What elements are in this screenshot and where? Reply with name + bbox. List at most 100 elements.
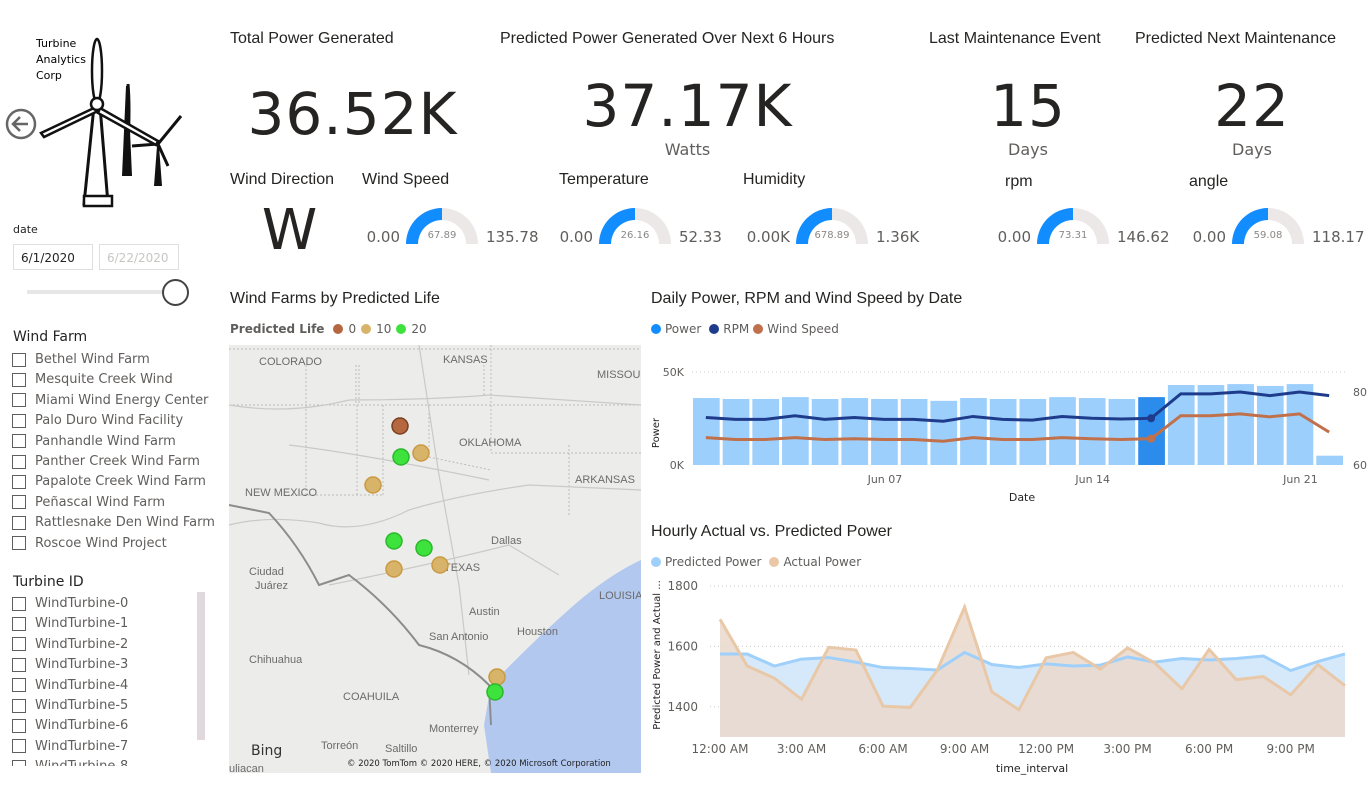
y-axis-title: Power: [651, 417, 662, 448]
wind-farm-marker[interactable]: [391, 417, 409, 435]
wind-farm-item[interactable]: Panther Creek Wind Farm: [12, 454, 200, 469]
arrow-left-circle-icon: [5, 108, 37, 140]
logo-line2: Analytics: [36, 53, 86, 66]
wind-farm-marker[interactable]: [486, 683, 504, 701]
turbine-item[interactable]: WindTurbine-1: [12, 616, 128, 631]
legend-power: Power: [665, 322, 702, 336]
back-button[interactable]: [5, 108, 37, 140]
wind-farm-marker[interactable]: [415, 539, 433, 557]
checkbox[interactable]: [12, 596, 26, 611]
date-start-input[interactable]: 6/1/2020: [13, 244, 93, 270]
turbine-item[interactable]: WindTurbine-7: [12, 739, 128, 754]
power-bar[interactable]: [811, 398, 839, 465]
turbine-slicer-title: Turbine ID: [13, 574, 84, 590]
date-slicer-label: date: [13, 223, 38, 236]
map-label-juarez: Juárez: [255, 580, 288, 592]
wind-farm-item[interactable]: Bethel Wind Farm: [12, 352, 150, 367]
wind-farm-marker[interactable]: [385, 560, 403, 578]
power-bar[interactable]: [1019, 398, 1047, 465]
turbine-item[interactable]: WindTurbine-6: [12, 718, 128, 733]
hourly-power-chart[interactable]: 1400 1600 1800 12:00 AM 3:00 AM 6:00 AM 9:00 A…: [640, 572, 1372, 782]
power-bar[interactable]: [900, 398, 928, 465]
wind-farm-map[interactable]: COLORADO KANSAS MISSOU OKLAHOMA NEW MEXICO AR…: [229, 345, 641, 773]
turbine-item[interactable]: WindTurbine-2: [12, 637, 128, 652]
power-bar[interactable]: [722, 398, 750, 465]
power-bar[interactable]: [871, 398, 898, 465]
daily-power-chart[interactable]: 0K 50K 60 80 Jun 07 Jun 14 Jun 21 Date Power: [640, 355, 1372, 510]
power-bar[interactable]: [1049, 397, 1076, 465]
checkbox[interactable]: [12, 515, 26, 530]
date-slider-handle[interactable]: [162, 279, 189, 306]
map-label-colorado: COLORADO: [259, 356, 322, 368]
checkbox[interactable]: [12, 739, 26, 754]
checkbox[interactable]: [12, 495, 26, 510]
wind-farm-marker[interactable]: [488, 668, 506, 686]
turbine-list: WindTurbine-0 WindTurbine-1 WindTurbine-2 W…: [0, 592, 215, 766]
wind-farm-item[interactable]: Panhandle Wind Farm: [12, 434, 176, 449]
turbine-item[interactable]: WindTurbine-4: [12, 678, 128, 693]
power-bar[interactable]: [1227, 384, 1254, 465]
turbine-item[interactable]: WindTurbine-8: [12, 759, 128, 766]
power-bar[interactable]: [752, 398, 780, 465]
map-label-chihuahua: Chihuahua: [249, 654, 303, 666]
wind-farm-marker[interactable]: [412, 444, 430, 462]
wind-farm-marker[interactable]: [392, 448, 410, 466]
power-bar[interactable]: [1316, 455, 1343, 465]
gauge-max: 135.78: [486, 228, 539, 246]
power-bar[interactable]: [1256, 385, 1284, 465]
humidity-gauge: [796, 208, 868, 244]
checkbox[interactable]: [12, 454, 26, 469]
turbine-item[interactable]: WindTurbine-3: [12, 657, 128, 672]
power-bar[interactable]: [930, 400, 958, 465]
wind-farm-item[interactable]: Rattlesnake Den Wind Farm: [12, 515, 215, 530]
turbine-label: WindTurbine-2: [35, 636, 129, 652]
humidity-gauge-title: Humidity: [743, 171, 806, 188]
checkbox[interactable]: [12, 698, 26, 713]
angle-gauge: [1232, 208, 1304, 244]
wind-farm-marker[interactable]: [385, 532, 403, 550]
power-bar[interactable]: [841, 398, 869, 465]
hourly-chart-legend: Predicted Power Actual Power: [651, 555, 861, 569]
date-range-slider[interactable]: [27, 290, 177, 294]
rpm-line-point: [1147, 414, 1156, 423]
power-bar[interactable]: [1167, 385, 1195, 465]
checkbox[interactable]: [12, 678, 26, 693]
checkbox[interactable]: [12, 637, 26, 652]
wind-farm-marker[interactable]: [431, 556, 449, 574]
power-bar[interactable]: [1197, 385, 1225, 465]
checkbox[interactable]: [12, 393, 26, 408]
power-bar[interactable]: [1108, 398, 1136, 465]
checkbox[interactable]: [12, 616, 26, 631]
power-bar[interactable]: [782, 397, 809, 465]
checkbox[interactable]: [12, 536, 26, 551]
wind-farm-marker[interactable]: [364, 476, 382, 494]
y-tick: 1400: [667, 700, 698, 714]
wind-farm-item[interactable]: Miami Wind Energy Center: [12, 393, 208, 408]
checkbox[interactable]: [12, 657, 26, 672]
checkbox[interactable]: [12, 434, 26, 449]
wind-farm-item[interactable]: Papalote Creek Wind Farm: [12, 474, 206, 489]
legend-life-0: 0: [348, 322, 357, 336]
power-bar[interactable]: [960, 398, 987, 465]
wind-farm-item[interactable]: Palo Duro Wind Facility: [12, 413, 183, 428]
turbine-item[interactable]: WindTurbine-5: [12, 698, 128, 713]
checkbox[interactable]: [12, 352, 26, 367]
wind-farm-item[interactable]: Peñascal Wind Farm: [12, 495, 165, 510]
x-tick: 12:00 PM: [1018, 742, 1074, 756]
checkbox[interactable]: [12, 718, 26, 733]
power-bar[interactable]: [1078, 398, 1106, 465]
power-bar[interactable]: [693, 398, 720, 465]
checkbox[interactable]: [12, 759, 26, 766]
date-end-input[interactable]: 6/22/2020: [99, 244, 179, 270]
wind-farm-item[interactable]: Roscoe Wind Project: [12, 536, 167, 551]
checkbox[interactable]: [12, 474, 26, 489]
map-copyright: © 2020 TomTom © 2020 HERE, © 2020 Micros…: [347, 759, 611, 769]
power-bar[interactable]: [989, 398, 1017, 465]
turbine-item[interactable]: WindTurbine-0: [12, 596, 128, 611]
checkbox[interactable]: [12, 413, 26, 428]
power-bar[interactable]: [1286, 384, 1314, 465]
checkbox[interactable]: [12, 372, 26, 387]
wind-farm-item[interactable]: Mesquite Creek Wind: [12, 372, 173, 387]
turbine-list-scrollbar[interactable]: [197, 592, 205, 740]
gauge-min: 0.00: [559, 228, 593, 246]
